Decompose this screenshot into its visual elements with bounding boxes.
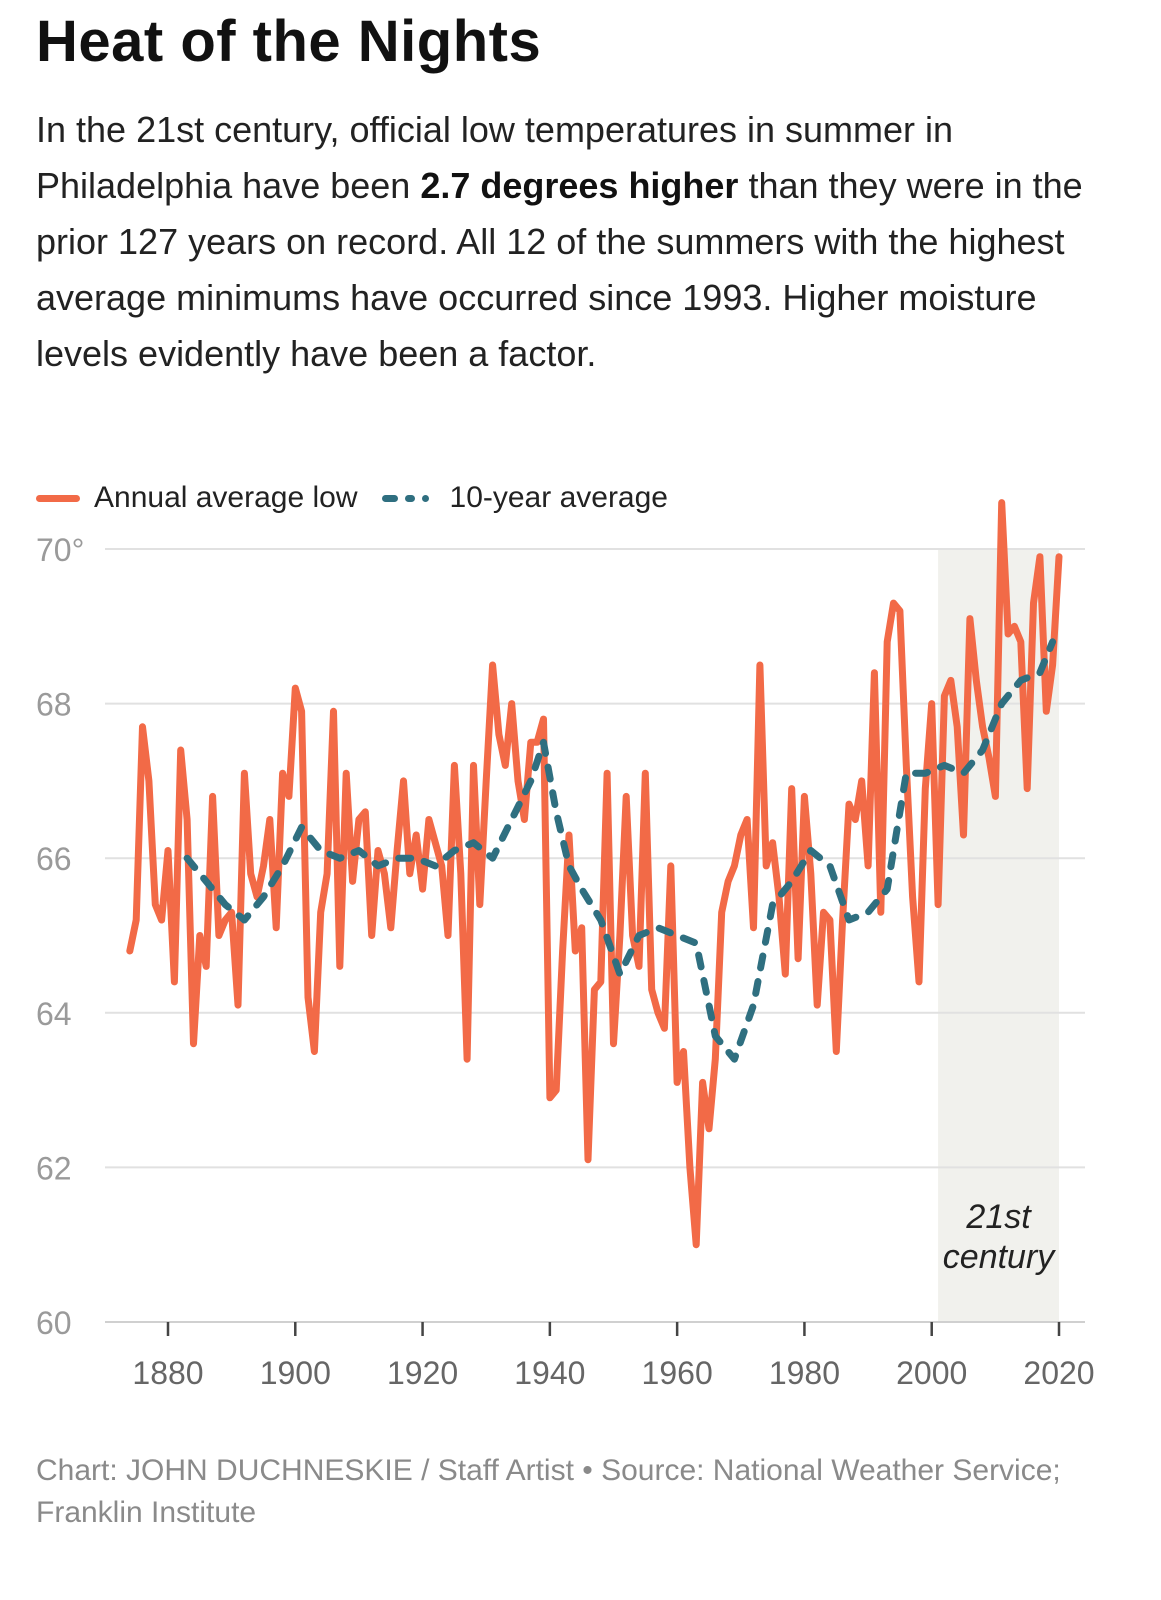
intro-text-start: In the 21st century, official low temper… [36, 109, 954, 206]
x-tick-label-1880: 1880 [132, 1355, 203, 1391]
legend-swatch-annual [36, 494, 80, 502]
y-tick-label-60: 60 [36, 1305, 72, 1341]
y-tick-label-68: 68 [36, 687, 72, 723]
x-tick-label-1940: 1940 [514, 1355, 585, 1391]
x-tick-label-1960: 1960 [642, 1355, 713, 1391]
source-credit: Chart: JOHN DUCHNESKIE / Staff Artist • … [36, 1454, 1061, 1529]
legend-item-annual: Annual average low [36, 481, 358, 515]
legend-swatch-dash [381, 494, 398, 502]
x-tick-label-1980: 1980 [769, 1355, 840, 1391]
x-tick-label-1920: 1920 [387, 1355, 458, 1391]
x-tick-label-1900: 1900 [260, 1355, 331, 1391]
y-tick-label-64: 64 [36, 996, 72, 1032]
chart-title: Heat of the Nights [36, 9, 542, 74]
shaded-region-label-line2: century [943, 1238, 1056, 1276]
intro-highlight: 2.7 degrees higher [420, 165, 739, 206]
x-axis [166, 1322, 1061, 1336]
legend: Annual average low 10-year average [36, 478, 692, 518]
y-tick-label-70: 70° [36, 532, 84, 568]
tick-labels: 70° 68 66 64 62 60 1880 1900 1920 1940 1960 1980 200… [36, 532, 1095, 1391]
series-line-annual-average-low [126, 499, 1063, 1249]
legend-item-avg: 10-year average [381, 481, 668, 515]
y-tick-label-66: 66 [36, 841, 72, 877]
series-layer [126, 499, 1063, 1249]
legend-swatch-dash [404, 494, 415, 502]
legend-swatch-avg [381, 494, 436, 502]
legend-label-annual: Annual average low [94, 481, 358, 514]
intro-text-end: than they were in the prior 127 years on… [36, 165, 1083, 374]
gridlines [105, 548, 1085, 1323]
shaded-region-label-line1: 21st [965, 1198, 1032, 1236]
intro-text: In the 21st century, official low temper… [36, 102, 1126, 382]
legend-label-avg: 10-year average [449, 481, 668, 514]
x-tick-label-2000: 2000 [896, 1355, 967, 1391]
legend-swatch-dot [421, 494, 429, 502]
x-tick-label-2020: 2020 [1023, 1355, 1094, 1391]
y-tick-label-62: 62 [36, 1150, 72, 1186]
series-line-10-year-average [183, 638, 1057, 1063]
